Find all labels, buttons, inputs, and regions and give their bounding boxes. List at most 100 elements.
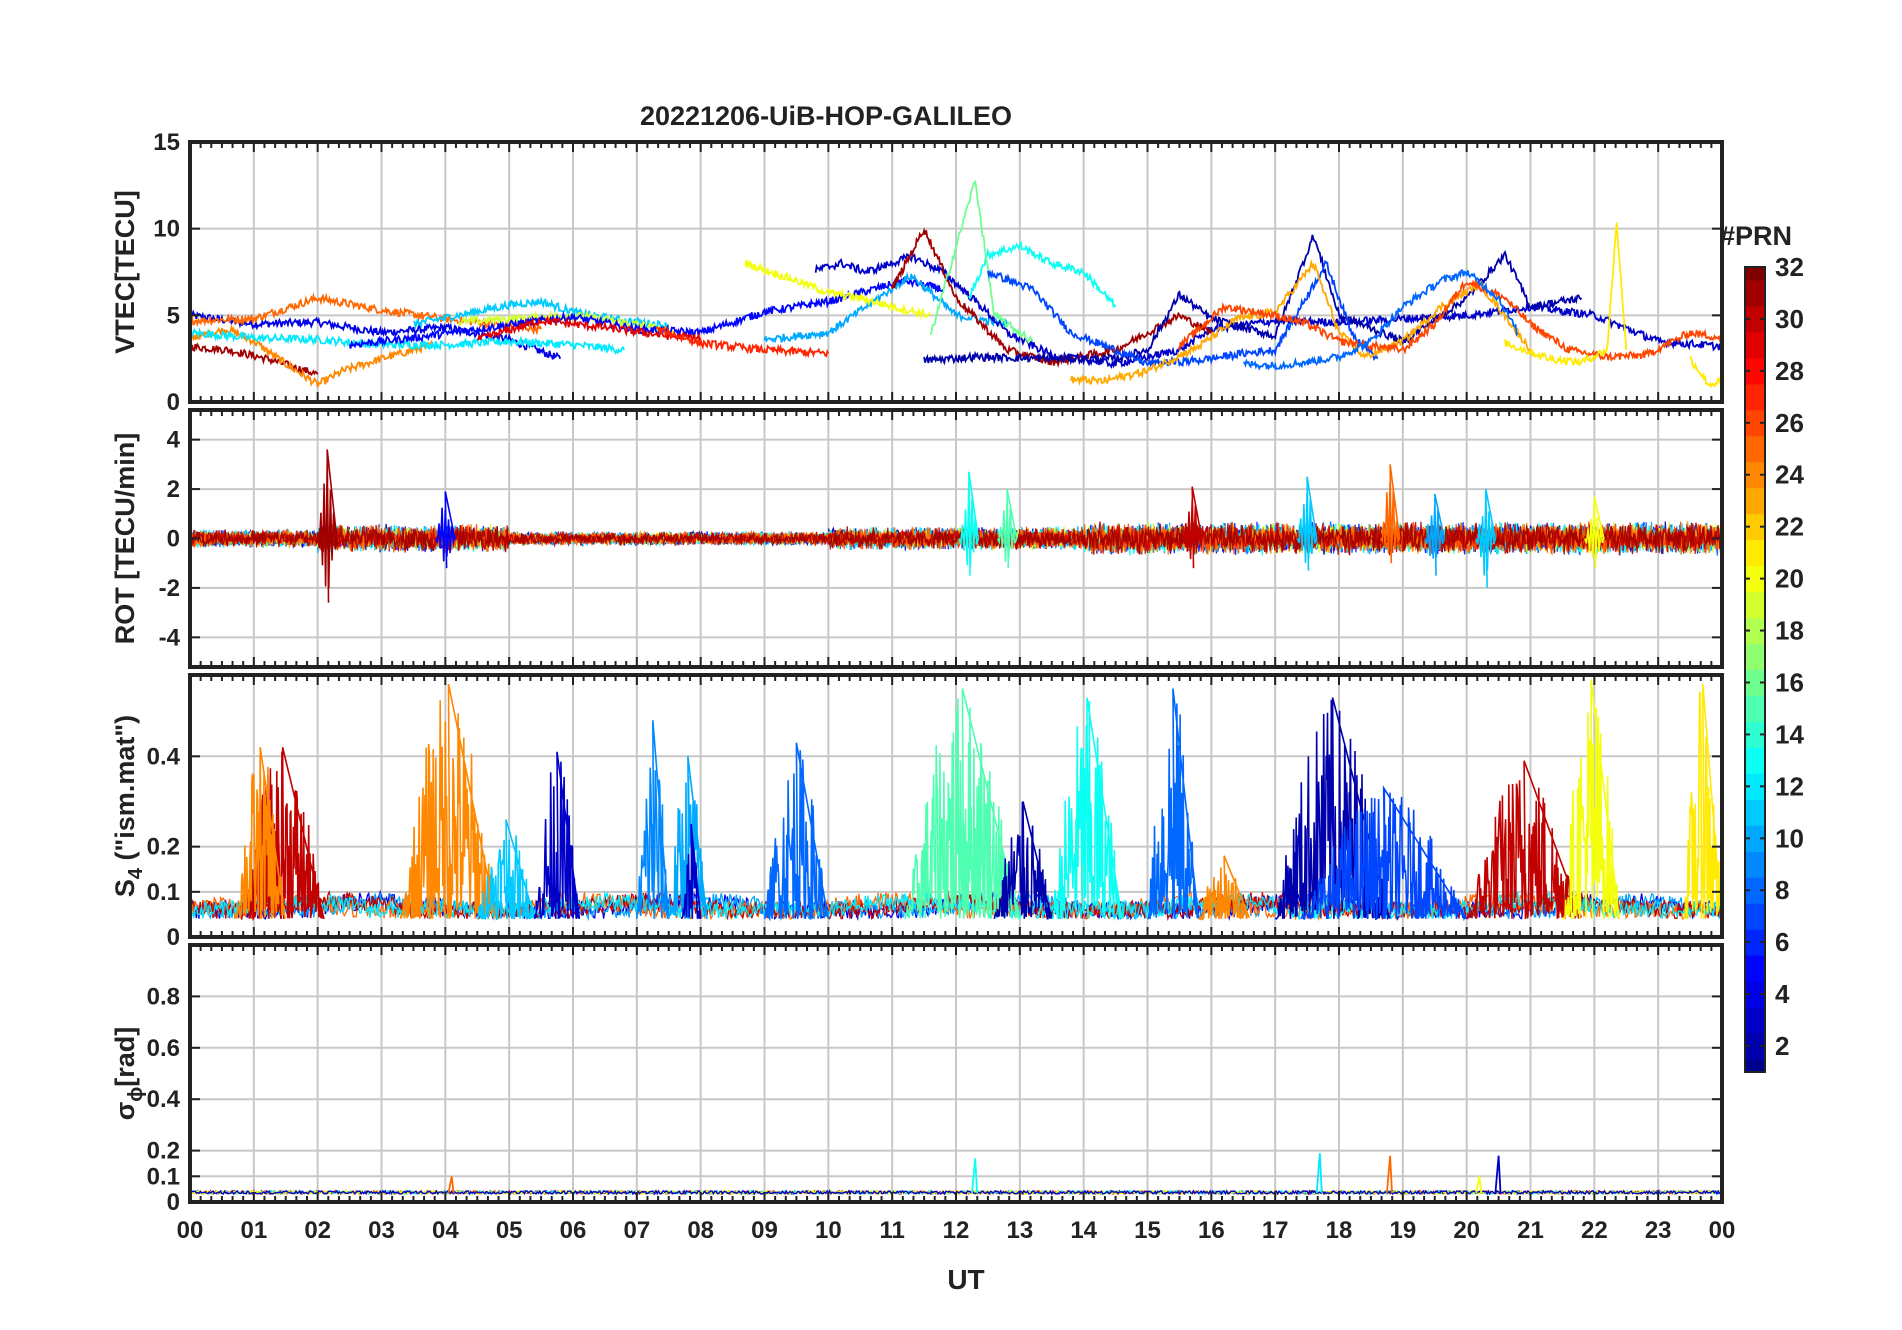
rot-spike-prn-11: [1296, 476, 1318, 571]
panel-frame: [188, 140, 1724, 404]
s4-burst-prn-7: [1300, 785, 1467, 922]
s4-burst-prn-24: [233, 747, 286, 919]
y-tick-label: -2: [159, 575, 180, 602]
colorbar-band: [1745, 903, 1765, 930]
y-tick-label: 0: [167, 924, 180, 951]
x-tick-label: 08: [687, 1217, 714, 1244]
colorbar-band: [1745, 695, 1765, 722]
vtec-series-prn-13: [968, 240, 1117, 309]
colorbar-band: [1745, 929, 1765, 956]
sigma-spike-prn-25: [447, 1176, 455, 1194]
y-tick-label: 0.1: [147, 1163, 180, 1190]
colorbar-band: [1745, 877, 1765, 904]
colorbar-tick-label: 26: [1775, 408, 1804, 438]
colorbar-band: [1745, 357, 1765, 385]
x-tick-label: 19: [1389, 1217, 1416, 1244]
colorbar-tick-label: 28: [1775, 356, 1804, 386]
colorbar-band: [1745, 617, 1765, 645]
x-tick-label: 09: [751, 1217, 778, 1244]
x-tick-label: 22: [1581, 1217, 1608, 1244]
s4-burst-prn-15: [904, 688, 1021, 920]
x-tick-label: 16: [1198, 1217, 1225, 1244]
colorbar-band: [1745, 1059, 1765, 1073]
vtec-series-prn-23: [1070, 259, 1531, 387]
s4-burst-prn-21: [1682, 683, 1722, 919]
panel-frame: [188, 943, 1724, 1204]
rot-spike-prn-20: [1584, 496, 1605, 569]
s4-burst-prn-3: [533, 751, 581, 920]
rot-spike-prn-5: [435, 491, 456, 569]
y-tick-label: 5: [167, 302, 180, 329]
colorbar-frame: [1744, 266, 1766, 1073]
rot-spike-prn-31: [316, 449, 338, 603]
colorbar-tick-label: 4: [1775, 979, 1790, 1009]
sigma-spike-prn-25: [1386, 1155, 1393, 1194]
panel-frame: [188, 673, 1724, 939]
x-tick-label: 12: [943, 1217, 970, 1244]
x-tick-label: 18: [1326, 1217, 1353, 1244]
chart-title: 20221206-UiB-HOP-GALILEO: [640, 101, 1012, 131]
data-group: [190, 679, 1722, 922]
vtec-series-prn-12: [190, 327, 625, 355]
y-axis-label-s4: S4 ("ism.mat"): [110, 715, 147, 897]
s4-burst-prn-8: [1147, 688, 1200, 920]
y-tick-label: 0: [167, 1189, 180, 1216]
colorbar-tick-label: 24: [1775, 460, 1804, 490]
vtec-series-prn-29: [476, 315, 702, 345]
rot-spike-prn-10: [1424, 493, 1446, 576]
colorbar-band: [1745, 513, 1765, 541]
s4-burst-prn-11: [476, 819, 536, 921]
y-tick-label: -4: [159, 624, 181, 651]
y-axis-label-rot: ROT [TECU/min]: [110, 433, 140, 644]
colorbar-tick-label: 18: [1775, 616, 1804, 646]
y-axis-label-tail: [rad]: [110, 1027, 140, 1087]
x-tick-label: 07: [623, 1217, 650, 1244]
vtec-series-prn-10: [763, 271, 1008, 344]
x-tick-label: 05: [496, 1217, 523, 1244]
rot-series-prn-30: [190, 521, 1722, 556]
x-axis-label: UT: [947, 1264, 984, 1295]
rot-spike-prn-30: [1181, 486, 1203, 569]
s4-burst-prn-10: [668, 756, 708, 920]
colorbar-tick-label: 10: [1775, 823, 1804, 853]
colorbar-band: [1745, 643, 1765, 670]
colorbar-band: [1745, 721, 1765, 748]
x-tick-label: 11: [879, 1217, 904, 1244]
colorbar-band: [1745, 383, 1765, 411]
x-tick-label: 03: [368, 1217, 395, 1244]
y-tick-label: 0.2: [147, 834, 180, 861]
y-tick-label: 0.4: [147, 1086, 181, 1113]
colorbar-band: [1745, 669, 1765, 696]
y-tick-label: 0.8: [147, 983, 180, 1010]
s4-burst-prn-13: [1051, 697, 1123, 920]
s4-burst-prn-24: [399, 683, 498, 920]
panel-sigma_phi: 00.10.20.40.60.8σϕ[rad]00 01 02 03 04 05 06 07 0…: [110, 943, 1736, 1244]
colorbar-label: #PRN: [1720, 221, 1792, 251]
panel-frame: [188, 408, 1724, 669]
sigma-spike-prn-13: [971, 1158, 978, 1194]
colorbar-tick-label: 22: [1775, 512, 1804, 542]
s4-burst-prn-24: [1198, 855, 1251, 922]
x-tick-label: 00: [1709, 1217, 1736, 1244]
x-tick-label: 15: [1134, 1217, 1161, 1244]
vtec-series-prn-27: [655, 325, 830, 359]
rot-spike-prn-13: [958, 471, 980, 576]
vtec-series-prn-7: [987, 259, 1379, 368]
vtec-series-prn-21: [1689, 355, 1722, 389]
colorbar-band: [1745, 305, 1765, 333]
y-axis-label-tail: ("ism.mat"): [110, 715, 140, 868]
y-tick-label: 4: [167, 427, 181, 454]
colorbar-band: [1745, 825, 1765, 852]
colorbar-tick-label: 20: [1775, 564, 1804, 594]
y-tick-label: 0.2: [147, 1138, 180, 1165]
colorbar-band: [1745, 565, 1765, 593]
y-tick-label: 0.6: [147, 1035, 180, 1062]
colorbar-band: [1745, 539, 1765, 567]
y-tick-label: 15: [153, 129, 180, 156]
vtec-series-prn-3: [814, 252, 1722, 369]
colorbar-band: [1745, 409, 1765, 437]
x-tick-label: 20: [1453, 1217, 1480, 1244]
y-axis-label-vtec: VTEC[TECU]: [110, 190, 140, 354]
